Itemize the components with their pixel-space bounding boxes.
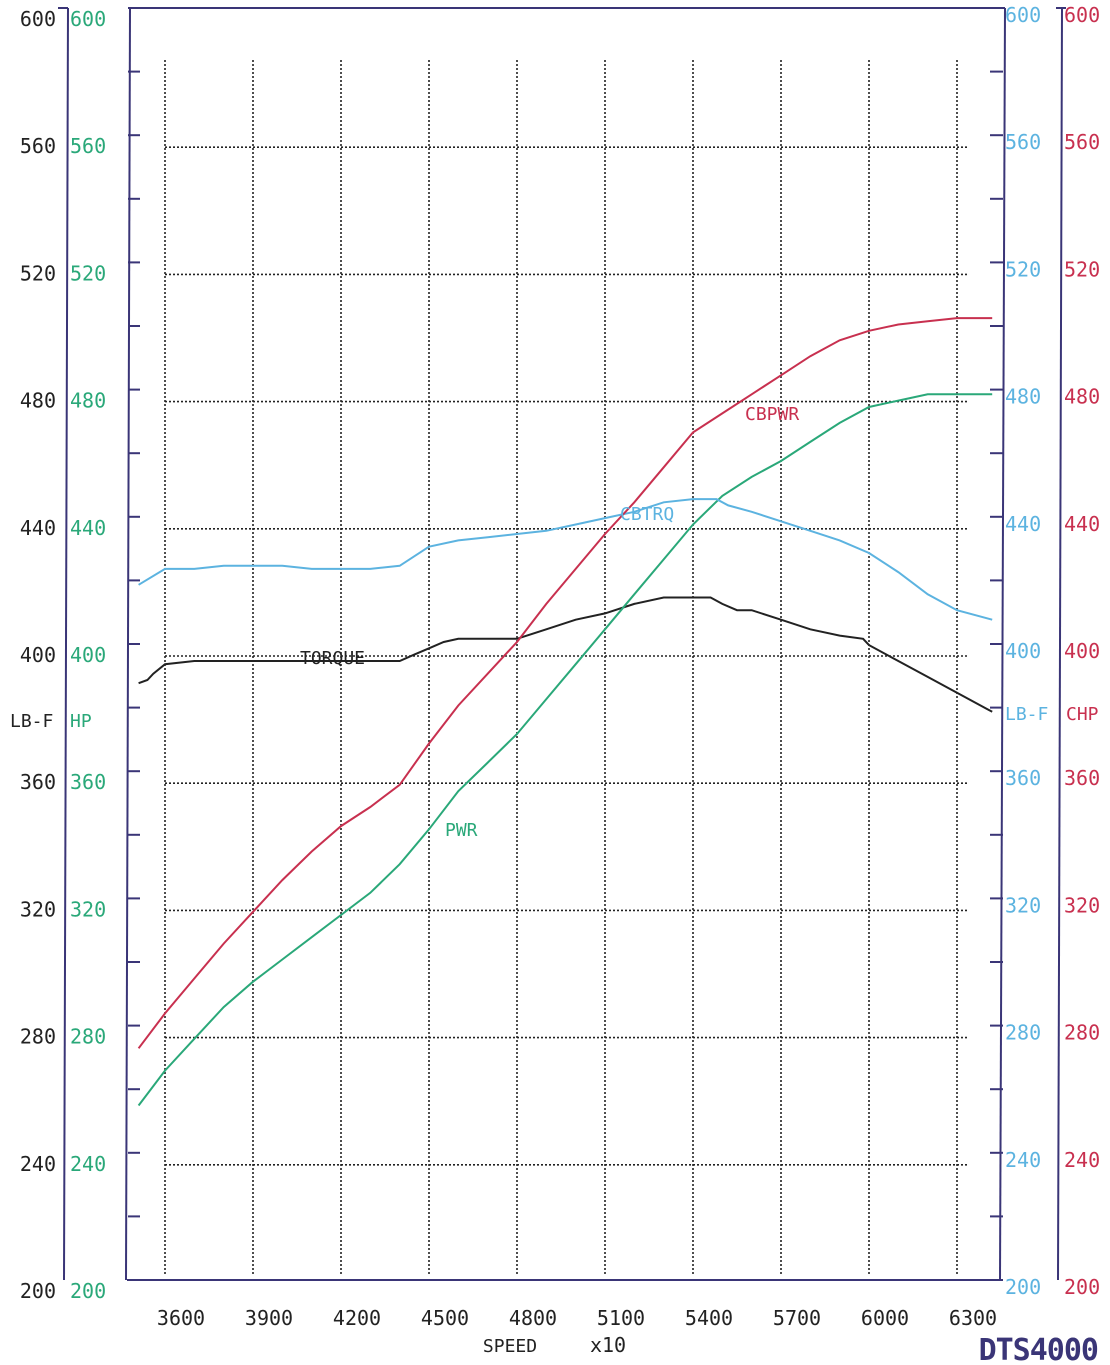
y-tick-label-right-inner: 520 bbox=[1005, 257, 1041, 281]
y-tick-label-right-outer: 520 bbox=[1064, 257, 1100, 281]
y-tick-label-right-inner: 560 bbox=[1005, 130, 1041, 154]
y-tick-label-left-inner: 560 bbox=[70, 134, 106, 158]
series-label-pwr: PWR bbox=[445, 820, 478, 841]
y-tick-label-left-inner: 360 bbox=[70, 770, 106, 794]
y-tick-label-right-inner: 280 bbox=[1005, 1021, 1041, 1045]
unit-label-left-outer: LB-F bbox=[10, 711, 53, 732]
right-axis-line bbox=[1057, 7, 1063, 1281]
y-tick-label-right-inner: 240 bbox=[1005, 1148, 1041, 1172]
y-tick-label-right-inner: 200 bbox=[1005, 1275, 1041, 1299]
y-tick-label-right-outer: 400 bbox=[1064, 639, 1100, 663]
x-tick-label: 4200 bbox=[333, 1306, 381, 1330]
y-tick-label-right-inner: 600 bbox=[1005, 3, 1041, 27]
left-axis-line bbox=[63, 7, 69, 1281]
y-tick-label-right-outer: 560 bbox=[1064, 130, 1100, 154]
y-tick-label-left-inner: 600 bbox=[70, 7, 106, 31]
y-tick-label-left-inner: 400 bbox=[70, 643, 106, 667]
x-tick-label: 3600 bbox=[157, 1306, 205, 1330]
series-lines bbox=[137, 317, 993, 1107]
x-tick-label: 4800 bbox=[509, 1306, 557, 1330]
y-tick-label-right-outer: 280 bbox=[1064, 1021, 1100, 1045]
y-tick-label-left-outer: 200 bbox=[20, 1279, 56, 1303]
y-tick-label-right-outer: 320 bbox=[1064, 893, 1100, 917]
x-tick-label: 6300 bbox=[949, 1306, 997, 1330]
axes: 200 200 200 200 240 240 240 240 280 280 280 280 320 3… bbox=[10, 3, 1100, 1303]
y-tick-label-right-outer: 240 bbox=[1064, 1148, 1100, 1172]
y-tick-label-right-inner: 440 bbox=[1005, 512, 1041, 536]
x-tick-label: 5400 bbox=[685, 1306, 733, 1330]
series-line-cbpwr bbox=[137, 317, 993, 1049]
x-axis: 3600 3900 4200 4500 4800 5100 5400 5700 6000 6300… bbox=[157, 1306, 1099, 1365]
y-tick-label-right-inner: 320 bbox=[1005, 893, 1041, 917]
x-tick-label: 4500 bbox=[421, 1306, 469, 1330]
x-axis-label: SPEED bbox=[483, 1336, 537, 1357]
series-label-cbpwr: CBPWR bbox=[745, 404, 799, 425]
y-tick-label-left-outer: 520 bbox=[20, 261, 56, 285]
series-line-cbtrq bbox=[138, 498, 993, 621]
y-tick-label-left-inner: 440 bbox=[70, 516, 106, 540]
y-tick-label-left-outer: 360 bbox=[20, 770, 56, 794]
y-tick-label-right-inner: 360 bbox=[1005, 766, 1041, 790]
series-line-torque bbox=[138, 596, 993, 713]
y-tick-label-left-outer: 240 bbox=[20, 1152, 56, 1176]
y-tick-label-right-outer: 600 bbox=[1064, 3, 1100, 27]
y-tick-label-right-outer: 480 bbox=[1064, 385, 1100, 409]
y-tick-label-left-inner: 240 bbox=[70, 1152, 106, 1176]
unit-label-right-outer: CHP bbox=[1066, 704, 1099, 725]
y-tick-label-left-outer: 320 bbox=[20, 897, 56, 921]
y-tick-label-right-inner: 480 bbox=[1005, 385, 1041, 409]
y-tick-label-left-inner: 200 bbox=[70, 1279, 106, 1303]
x-tick-label: 5700 bbox=[773, 1306, 821, 1330]
series-label-cbtrq: CBTRQ bbox=[620, 504, 674, 525]
y-tick-label-left-inner: 320 bbox=[70, 897, 106, 921]
y-tick-label-right-outer: 360 bbox=[1064, 766, 1100, 790]
y-tick-label-right-outer: 200 bbox=[1064, 1275, 1100, 1299]
x-tick-label: 6000 bbox=[861, 1306, 909, 1330]
y-tick-label-left-inner: 520 bbox=[70, 261, 106, 285]
y-tick-label-right-outer: 440 bbox=[1064, 512, 1100, 536]
y-tick-label-left-inner: 480 bbox=[70, 389, 106, 413]
y-tick-label-right-inner: 400 bbox=[1005, 639, 1041, 663]
x-tick-label: 5100 bbox=[597, 1306, 645, 1330]
y-tick-label-left-outer: 440 bbox=[20, 516, 56, 540]
series-label-torque: TORQUE bbox=[300, 648, 365, 669]
grid bbox=[164, 60, 968, 1275]
series-line-pwr bbox=[137, 393, 993, 1107]
plot-frame bbox=[125, 7, 1006, 1281]
y-tick-label-left-outer: 280 bbox=[20, 1025, 56, 1049]
y-tick-label-left-outer: 560 bbox=[20, 134, 56, 158]
x-tick-label: 3900 bbox=[245, 1306, 293, 1330]
y-tick-label-left-outer: 600 bbox=[20, 7, 56, 31]
y-tick-label-left-inner: 280 bbox=[70, 1025, 106, 1049]
y-tick-label-left-outer: 400 bbox=[20, 643, 56, 667]
unit-label-left-inner: HP bbox=[70, 711, 92, 732]
x-axis-multiplier: x10 bbox=[590, 1333, 626, 1357]
y-tick-label-left-outer: 480 bbox=[20, 389, 56, 413]
unit-label-right-inner: LB-F bbox=[1005, 704, 1048, 725]
series-labels: TORQUE PWR CBTRQ CBPWR bbox=[300, 404, 799, 841]
brand-logo: DTS4000 bbox=[979, 1333, 1098, 1365]
